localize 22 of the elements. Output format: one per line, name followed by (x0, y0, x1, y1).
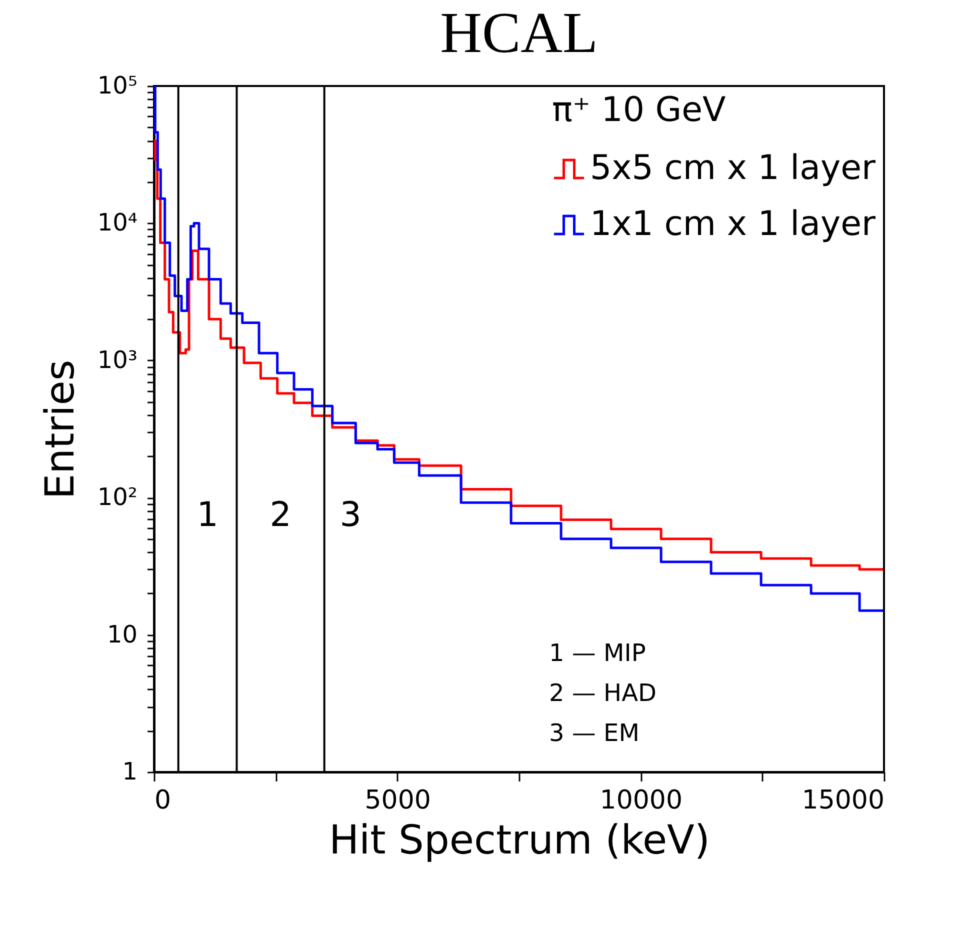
x-tick-label: 15000 (802, 786, 884, 816)
x-tick-label: 5000 (364, 786, 431, 816)
x-tick-label: 0 (154, 786, 172, 816)
x-axis-title: Hit Spectrum (keV) (328, 818, 710, 864)
annotation: 3 — EM (549, 719, 640, 747)
y-tick-label: 1 (122, 758, 138, 786)
chart-title: HCAL (440, 0, 598, 65)
annotation: 1 (196, 495, 218, 535)
legend-label: 1x1 cm x 1 layer (590, 204, 876, 244)
annotation: 1 — MIP (549, 639, 646, 667)
annotation: 3 (340, 495, 362, 535)
y-axis-title: Entries (37, 360, 84, 500)
y-tick-label: 10⁴ (97, 208, 138, 237)
y-tick-label: 10 (106, 620, 138, 648)
annotation: 2 (270, 495, 292, 535)
y-tick-label: 10³ (97, 346, 138, 374)
legend-title: π⁺ 10 GeV (552, 90, 726, 130)
y-tick-label: 10² (97, 483, 138, 512)
legend-label: 5x5 cm x 1 layer (590, 148, 876, 188)
annotation: 2 — HAD (549, 679, 656, 707)
x-tick-label: 10000 (600, 786, 683, 816)
y-tick-label: 10⁵ (97, 72, 138, 100)
